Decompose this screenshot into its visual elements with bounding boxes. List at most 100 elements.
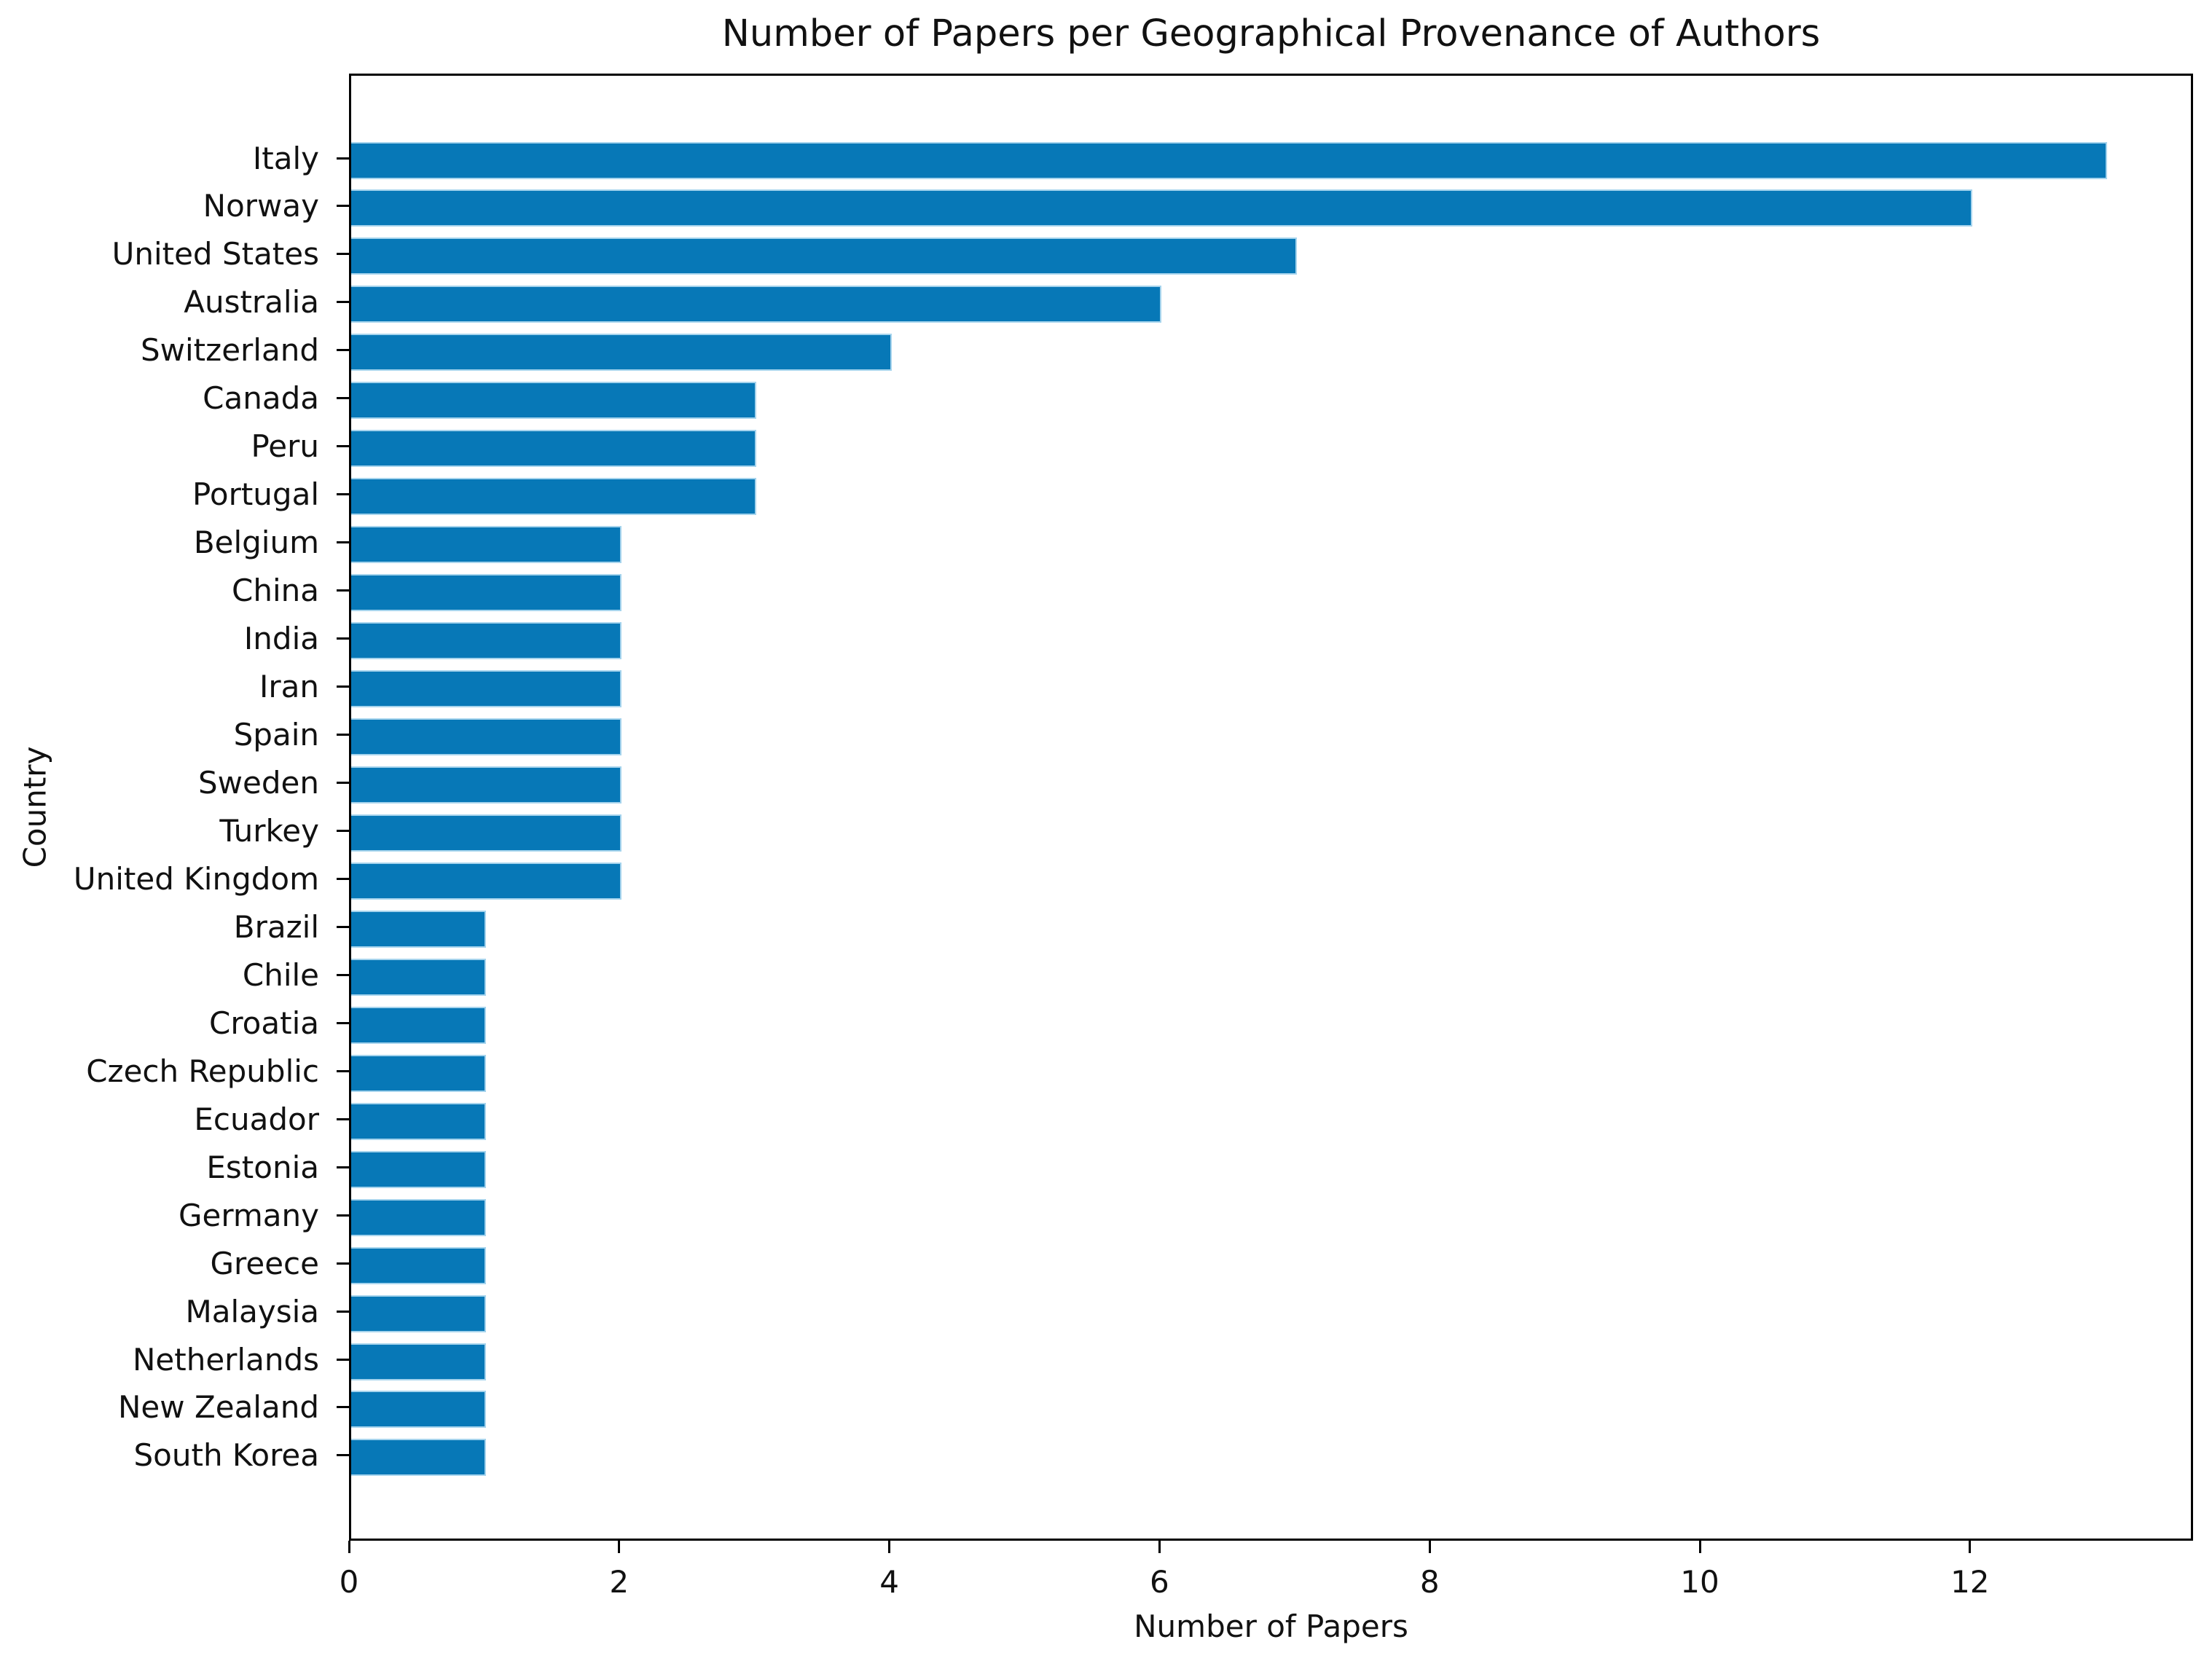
bar-netherlands	[351, 1343, 487, 1380]
y-tick-mark	[337, 685, 349, 688]
x-tick-mark	[1698, 1541, 1701, 1553]
x-axis-label: Number of Papers	[1134, 1608, 1408, 1644]
bar-switzerland	[351, 334, 892, 372]
y-tick-label-brazil: Brazil	[233, 908, 319, 945]
bar-italy	[351, 141, 2108, 179]
y-tick-mark	[337, 973, 349, 976]
y-tick-label-canada: Canada	[203, 380, 319, 417]
y-tick-label-australia: Australia	[184, 284, 319, 321]
y-tick-mark	[337, 541, 349, 544]
bar-ecuador	[351, 1102, 487, 1140]
y-tick-label-iran: Iran	[259, 669, 319, 705]
bar-norway	[351, 189, 1972, 227]
x-tick-mark	[1158, 1541, 1161, 1553]
chart-title: Number of Papers per Geographical Proven…	[721, 12, 1821, 55]
y-tick-label-portugal: Portugal	[192, 476, 319, 513]
y-tick-mark	[337, 445, 349, 448]
y-tick-mark	[337, 829, 349, 832]
x-tick-mark	[618, 1541, 621, 1553]
y-tick-label-italy: Italy	[252, 140, 319, 176]
bar-sweden	[351, 766, 621, 804]
y-tick-label-turkey: Turkey	[219, 812, 319, 849]
x-tick-mark	[888, 1541, 891, 1553]
y-tick-mark	[337, 1166, 349, 1168]
x-tick-label-6: 6	[1150, 1564, 1169, 1600]
y-tick-label-czech-republic: Czech Republic	[86, 1053, 319, 1089]
y-tick-label-new-zealand: New Zealand	[118, 1389, 319, 1426]
y-tick-label-greece: Greece	[210, 1245, 319, 1281]
y-tick-label-united-states: United States	[111, 236, 319, 272]
y-tick-mark	[337, 781, 349, 784]
bar-germany	[351, 1198, 487, 1236]
bar-turkey	[351, 814, 621, 852]
bar-chile	[351, 958, 487, 996]
bar-belgium	[351, 526, 621, 564]
y-tick-mark	[337, 1117, 349, 1120]
y-tick-label-chile: Chile	[242, 956, 319, 993]
bar-china	[351, 574, 621, 612]
y-tick-mark	[337, 253, 349, 256]
bar-canada	[351, 382, 757, 420]
bar-united-states	[351, 237, 1297, 275]
bar-portugal	[351, 478, 757, 516]
y-tick-mark	[337, 349, 349, 352]
bar-greece	[351, 1246, 487, 1284]
bar-iran	[351, 670, 621, 708]
bar-estonia	[351, 1150, 487, 1188]
y-tick-mark	[337, 205, 349, 208]
y-tick-mark	[337, 301, 349, 304]
y-tick-label-belgium: Belgium	[193, 524, 319, 561]
y-tick-label-germany: Germany	[178, 1197, 319, 1233]
y-tick-label-switzerland: Switzerland	[141, 332, 319, 369]
y-tick-mark	[337, 637, 349, 640]
y-tick-label-netherlands: Netherlands	[132, 1341, 319, 1378]
y-tick-label-sweden: Sweden	[198, 764, 319, 801]
bar-czech-republic	[351, 1054, 487, 1092]
y-tick-mark	[337, 877, 349, 880]
y-tick-label-spain: Spain	[233, 717, 319, 753]
x-tick-label-8: 8	[1419, 1564, 1440, 1600]
x-tick-mark	[348, 1541, 350, 1553]
x-tick-label-2: 2	[609, 1564, 630, 1600]
y-tick-mark	[337, 1310, 349, 1313]
y-tick-mark	[337, 1021, 349, 1024]
bar-croatia	[351, 1006, 487, 1044]
x-tick-mark	[1428, 1541, 1431, 1553]
x-tick-mark	[1969, 1541, 1972, 1553]
y-tick-mark	[337, 589, 349, 592]
y-tick-label-estonia: Estonia	[206, 1149, 319, 1185]
y-tick-label-united-kingdom: United Kingdom	[73, 860, 319, 897]
y-tick-mark	[337, 397, 349, 400]
y-tick-mark	[337, 1262, 349, 1265]
x-tick-label-4: 4	[879, 1564, 899, 1600]
y-tick-mark	[337, 1454, 349, 1457]
bar-united-kingdom	[351, 862, 621, 900]
y-tick-label-south-korea: South Korea	[133, 1437, 319, 1474]
y-tick-label-malaysia: Malaysia	[185, 1293, 319, 1329]
y-tick-label-peru: Peru	[251, 428, 319, 465]
y-tick-mark	[337, 157, 349, 160]
y-tick-mark	[337, 1214, 349, 1217]
bar-australia	[351, 286, 1162, 323]
x-tick-label-10: 10	[1680, 1564, 1719, 1600]
y-tick-mark	[337, 1069, 349, 1072]
bar-brazil	[351, 910, 487, 948]
y-tick-label-ecuador: Ecuador	[194, 1101, 319, 1137]
y-tick-label-china: China	[232, 573, 319, 609]
y-tick-mark	[337, 1406, 349, 1409]
y-tick-label-croatia: Croatia	[209, 1005, 319, 1041]
bar-malaysia	[351, 1294, 487, 1332]
bar-india	[351, 622, 621, 660]
bar-peru	[351, 430, 757, 468]
bar-new-zealand	[351, 1391, 487, 1429]
y-tick-mark	[337, 925, 349, 928]
y-tick-label-norway: Norway	[203, 188, 319, 224]
bar-spain	[351, 718, 621, 756]
y-tick-mark	[337, 493, 349, 496]
y-tick-mark	[337, 1358, 349, 1361]
bar-south-korea	[351, 1439, 487, 1477]
x-tick-label-0: 0	[339, 1564, 359, 1600]
x-tick-label-12: 12	[1950, 1564, 1990, 1600]
plot-area	[349, 74, 2193, 1541]
